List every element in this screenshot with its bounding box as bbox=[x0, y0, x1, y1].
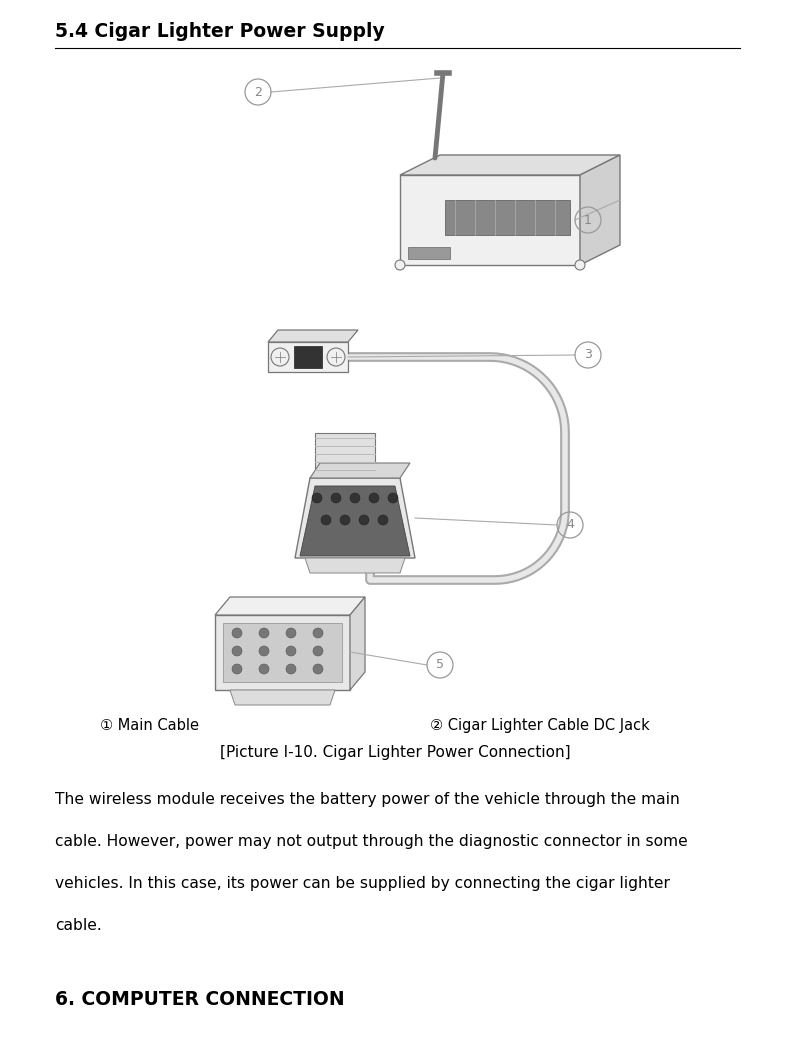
Text: 3: 3 bbox=[584, 349, 592, 361]
Circle shape bbox=[232, 628, 242, 638]
Circle shape bbox=[331, 493, 341, 503]
Circle shape bbox=[388, 493, 398, 503]
Circle shape bbox=[340, 515, 350, 525]
Circle shape bbox=[395, 260, 405, 270]
Circle shape bbox=[312, 493, 322, 503]
Polygon shape bbox=[268, 330, 358, 342]
Polygon shape bbox=[310, 463, 410, 478]
Circle shape bbox=[350, 493, 360, 503]
Polygon shape bbox=[230, 690, 335, 706]
Circle shape bbox=[259, 645, 269, 656]
Text: ② Cigar Lighter Cable DC Jack: ② Cigar Lighter Cable DC Jack bbox=[430, 718, 649, 733]
Text: 5.4 Cigar Lighter Power Supply: 5.4 Cigar Lighter Power Supply bbox=[55, 22, 385, 41]
Text: ① Main Cable: ① Main Cable bbox=[100, 718, 199, 733]
Polygon shape bbox=[445, 200, 570, 235]
Polygon shape bbox=[400, 175, 580, 265]
Polygon shape bbox=[400, 155, 620, 175]
Circle shape bbox=[313, 664, 323, 674]
Polygon shape bbox=[215, 597, 365, 615]
Text: 2: 2 bbox=[254, 85, 262, 99]
Circle shape bbox=[575, 260, 585, 270]
Text: vehicles. In this case, its power can be supplied by connecting the cigar lighte: vehicles. In this case, its power can be… bbox=[55, 876, 670, 891]
Circle shape bbox=[286, 645, 296, 656]
Polygon shape bbox=[268, 342, 348, 372]
Circle shape bbox=[313, 628, 323, 638]
Circle shape bbox=[369, 493, 379, 503]
Polygon shape bbox=[215, 615, 350, 690]
Text: cable.: cable. bbox=[55, 918, 102, 933]
Text: 4: 4 bbox=[566, 518, 574, 532]
Circle shape bbox=[286, 664, 296, 674]
Polygon shape bbox=[295, 478, 415, 558]
Text: [Picture I-10. Cigar Lighter Power Connection]: [Picture I-10. Cigar Lighter Power Conne… bbox=[220, 746, 570, 760]
Polygon shape bbox=[223, 623, 342, 682]
Circle shape bbox=[232, 645, 242, 656]
Text: 5: 5 bbox=[436, 658, 444, 672]
Polygon shape bbox=[580, 155, 620, 265]
Text: The wireless module receives the battery power of the vehicle through the main: The wireless module receives the battery… bbox=[55, 792, 680, 807]
Circle shape bbox=[286, 628, 296, 638]
Circle shape bbox=[321, 515, 331, 525]
Polygon shape bbox=[408, 247, 450, 259]
Text: 6. COMPUTER CONNECTION: 6. COMPUTER CONNECTION bbox=[55, 990, 344, 1009]
Circle shape bbox=[359, 515, 369, 525]
Circle shape bbox=[259, 628, 269, 638]
Polygon shape bbox=[350, 597, 365, 690]
Polygon shape bbox=[294, 346, 322, 367]
Polygon shape bbox=[315, 433, 375, 478]
Text: 1: 1 bbox=[584, 214, 592, 226]
Circle shape bbox=[259, 664, 269, 674]
Circle shape bbox=[232, 664, 242, 674]
Circle shape bbox=[313, 645, 323, 656]
Text: cable. However, power may not output through the diagnostic connector in some: cable. However, power may not output thr… bbox=[55, 834, 688, 849]
Polygon shape bbox=[305, 558, 405, 573]
Polygon shape bbox=[300, 486, 410, 556]
Circle shape bbox=[378, 515, 388, 525]
